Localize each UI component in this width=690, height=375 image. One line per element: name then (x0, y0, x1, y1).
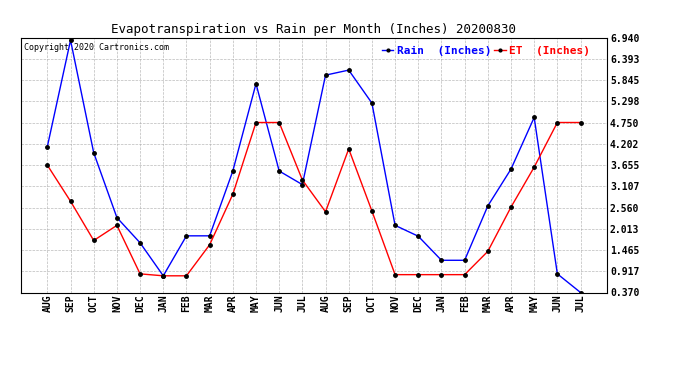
Rain  (Inches) (112, 215, 121, 220)
Rain  (Inches) (252, 81, 260, 86)
ET  (Inches) (252, 120, 260, 125)
Rain  (Inches) (66, 38, 75, 42)
ET  (Inches) (206, 243, 214, 247)
Rain  (Inches) (553, 272, 562, 276)
Rain  (Inches) (136, 241, 144, 245)
Rain  (Inches) (298, 182, 306, 187)
Line: ET  (Inches): ET (Inches) (44, 119, 584, 279)
ET  (Inches) (437, 272, 446, 277)
ET  (Inches) (275, 120, 284, 125)
Rain  (Inches) (159, 273, 168, 278)
Rain  (Inches) (206, 234, 214, 238)
ET  (Inches) (66, 199, 75, 204)
Rain  (Inches) (43, 144, 52, 149)
Rain  (Inches) (437, 258, 446, 262)
ET  (Inches) (182, 273, 190, 278)
Rain  (Inches) (484, 204, 492, 208)
Text: Copyright 2020 Cartronics.com: Copyright 2020 Cartronics.com (23, 43, 168, 52)
Rain  (Inches) (414, 234, 422, 238)
Rain  (Inches) (275, 169, 284, 173)
ET  (Inches) (368, 209, 376, 213)
Rain  (Inches) (391, 223, 400, 228)
Line: Rain  (Inches): Rain (Inches) (44, 37, 584, 296)
Rain  (Inches) (322, 73, 330, 77)
Rain  (Inches) (344, 68, 353, 72)
Rain  (Inches) (530, 115, 538, 120)
Rain  (Inches) (368, 101, 376, 105)
Rain  (Inches) (576, 290, 584, 295)
ET  (Inches) (228, 192, 237, 196)
ET  (Inches) (43, 163, 52, 168)
Legend: Rain  (Inches), ET  (Inches): Rain (Inches), ET (Inches) (382, 46, 590, 56)
Title: Evapotranspiration vs Rain per Month (Inches) 20200830: Evapotranspiration vs Rain per Month (In… (112, 23, 516, 36)
ET  (Inches) (136, 272, 144, 276)
Rain  (Inches) (460, 258, 469, 262)
Rain  (Inches) (507, 167, 515, 171)
ET  (Inches) (391, 272, 400, 277)
ET  (Inches) (112, 223, 121, 228)
ET  (Inches) (460, 272, 469, 277)
ET  (Inches) (344, 147, 353, 151)
ET  (Inches) (530, 165, 538, 170)
ET  (Inches) (322, 210, 330, 214)
Rain  (Inches) (182, 234, 190, 238)
ET  (Inches) (507, 205, 515, 209)
Rain  (Inches) (228, 169, 237, 173)
ET  (Inches) (576, 120, 584, 125)
ET  (Inches) (159, 273, 168, 278)
ET  (Inches) (414, 272, 422, 277)
ET  (Inches) (90, 238, 98, 243)
ET  (Inches) (298, 178, 306, 182)
Rain  (Inches) (90, 150, 98, 155)
ET  (Inches) (484, 249, 492, 254)
ET  (Inches) (553, 120, 562, 125)
